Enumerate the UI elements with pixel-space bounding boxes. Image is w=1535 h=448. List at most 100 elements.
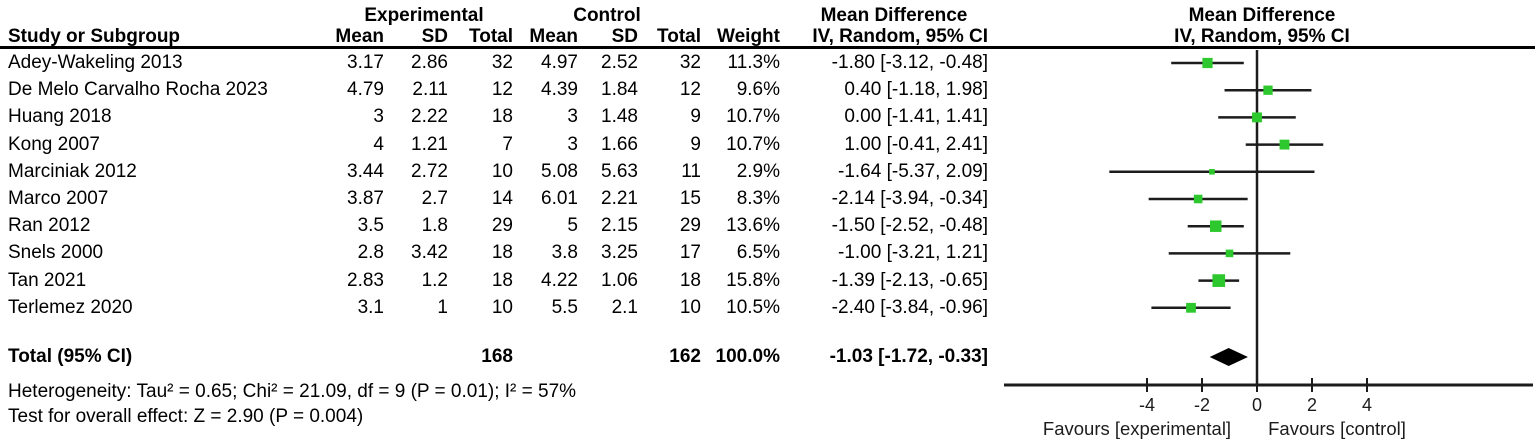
weight: 8.3% [736,188,780,209]
effect-square [1225,249,1234,258]
ctl-sd: 2.52 [601,52,638,73]
exp-sd: 1.21 [411,134,448,155]
study-name: Snels 2000 [8,242,104,263]
study-row: Marciniak 2012 3.44 2.72 10 5.08 5.63 11 2.9% -1… [0,161,1000,185]
ctl-sd: 3.25 [601,242,638,263]
forest-plot-graphic: -4 -2 0 2 4 Favours [experimental] Favours [co… [1004,50,1533,439]
ctl-mean: 3 [567,106,578,127]
ctl-total: 29 [679,215,701,236]
exp-total: 18 [491,106,513,127]
study-name: Marciniak 2012 [8,161,137,182]
tick-label: 0 [1252,395,1262,415]
exp-sd: 1.2 [421,270,448,291]
study-name: Huang 2018 [8,106,112,127]
exp-mean: 4 [373,134,384,155]
exp-mean: 3 [373,106,384,127]
exp-mean-header: Mean [335,26,384,47]
study-row: Huang 2018 3 2.22 18 3 1.48 9 10.7% 0.00 [-1.41,… [0,106,1000,130]
weight: 15.8% [726,270,780,291]
ctl-total: 9 [690,134,701,155]
ci-text: -1.50 [-2.52, -0.48] [831,215,988,236]
exp-total: 29 [491,215,513,236]
tick-label: 2 [1307,395,1317,415]
mean-difference-plot-header: Mean Difference [1188,5,1336,26]
exp-total: 10 [491,297,513,318]
exp-sd-header: SD [421,26,448,47]
ci-text: 0.40 [-1.18, 1.98] [844,79,988,100]
ctl-sd: 5.63 [601,161,638,182]
exp-mean: 3.1 [357,297,384,318]
total-exp-n: 168 [481,346,513,367]
method-column-header: IV, Random, 95% CI [812,26,988,47]
exp-sd: 2.11 [412,79,448,100]
experimental-group-header: Experimental [364,5,484,26]
ctl-total: 12 [679,79,701,100]
weight: 13.6% [726,215,780,236]
effect-square [1193,194,1203,204]
ci-text: -2.40 [-3.84, -0.96] [831,297,988,318]
control-group-header: Control [573,5,641,26]
exp-mean: 3.44 [347,161,384,182]
ctl-total: 17 [679,242,701,263]
study-name: De Melo Carvalho Rocha 2023 [8,79,268,100]
ctl-mean: 5.08 [541,161,578,182]
total-ci-text: -1.03 [-1.72, -0.33] [829,346,988,367]
weight: 2.9% [736,161,780,182]
exp-sd: 3.42 [411,242,448,263]
exp-total: 18 [491,242,513,263]
ci-text: 0.00 [-1.41, 1.41] [844,106,988,127]
ci-text: -1.39 [-2.13, -0.65] [831,270,988,291]
favours-left-label: Favours [experimental] [1043,418,1231,439]
overall-effect-text: Test for overall effect: Z = 2.90 (P = 0… [8,406,364,427]
total-ctl-n: 162 [669,346,701,367]
study-name: Terlemez 2020 [8,297,133,318]
study-row: Snels 2000 2.8 3.42 18 3.8 3.25 17 6.5% -1.00 [-… [0,242,1000,266]
weight: 10.5% [726,297,780,318]
ctl-sd: 2.21 [601,188,638,209]
summary-diamond [1209,348,1248,366]
tick-label: -4 [1139,395,1155,415]
ctl-mean: 3 [567,134,578,155]
study-name: Kong 2007 [8,134,100,155]
ctl-mean: 3.8 [551,242,578,263]
method-plot-header: IV, Random, 95% CI [1174,26,1350,47]
total-label: Total (95% CI) [8,346,133,367]
exp-total-header: Total [469,26,513,47]
study-row: Marco 2007 3.87 2.7 14 6.01 2.21 15 8.3% -2.14 [… [0,188,1000,212]
exp-mean: 3.17 [347,52,384,73]
exp-sd: 1 [437,297,448,318]
study-name: Adey-Wakeling 2013 [8,52,183,73]
exp-mean: 2.8 [357,242,384,263]
study-name: Tan 2021 [8,270,87,291]
exp-mean: 3.87 [347,188,384,209]
weight: 6.5% [736,242,780,263]
ctl-sd: 2.1 [611,297,638,318]
total-weight: 100.0% [715,346,780,367]
favours-right-label: Favours [control] [1268,418,1406,439]
exp-mean: 3.5 [357,215,384,236]
exp-total: 7 [502,134,513,155]
ctl-total: 18 [679,270,701,291]
study-name: Marco 2007 [8,188,109,209]
exp-sd: 2.86 [411,52,448,73]
tick-label: 4 [1362,395,1372,415]
weight-column-header: Weight [717,26,780,47]
heterogeneity-text: Heterogeneity: Tau² = 0.65; Chi² = 21.09… [8,381,577,402]
study-row: Terlemez 2020 3.1 1 10 5.5 2.1 10 10.5% -2.40 [-… [0,297,1000,321]
exp-total: 10 [491,161,513,182]
ci-text: -2.14 [-3.94, -0.34] [831,188,988,209]
header-rule [0,46,1535,49]
exp-total: 12 [491,79,513,100]
ctl-mean: 6.01 [541,188,578,209]
weight: 10.7% [726,134,780,155]
exp-total: 14 [491,188,513,209]
study-row: Kong 2007 4 1.21 7 3 1.66 9 10.7% 1.00 [-0.41, 2… [0,134,1000,158]
effect-square [1202,57,1213,69]
ctl-total: 11 [681,161,701,182]
ci-text: -1.80 [-3.12, -0.48] [831,52,988,73]
study-row: Adey-Wakeling 2013 3.17 2.86 32 4.97 2.52 32 11… [0,52,1000,76]
effect-square [1279,139,1290,150]
effect-square [1186,302,1196,313]
exp-sd: 2.22 [411,106,448,127]
